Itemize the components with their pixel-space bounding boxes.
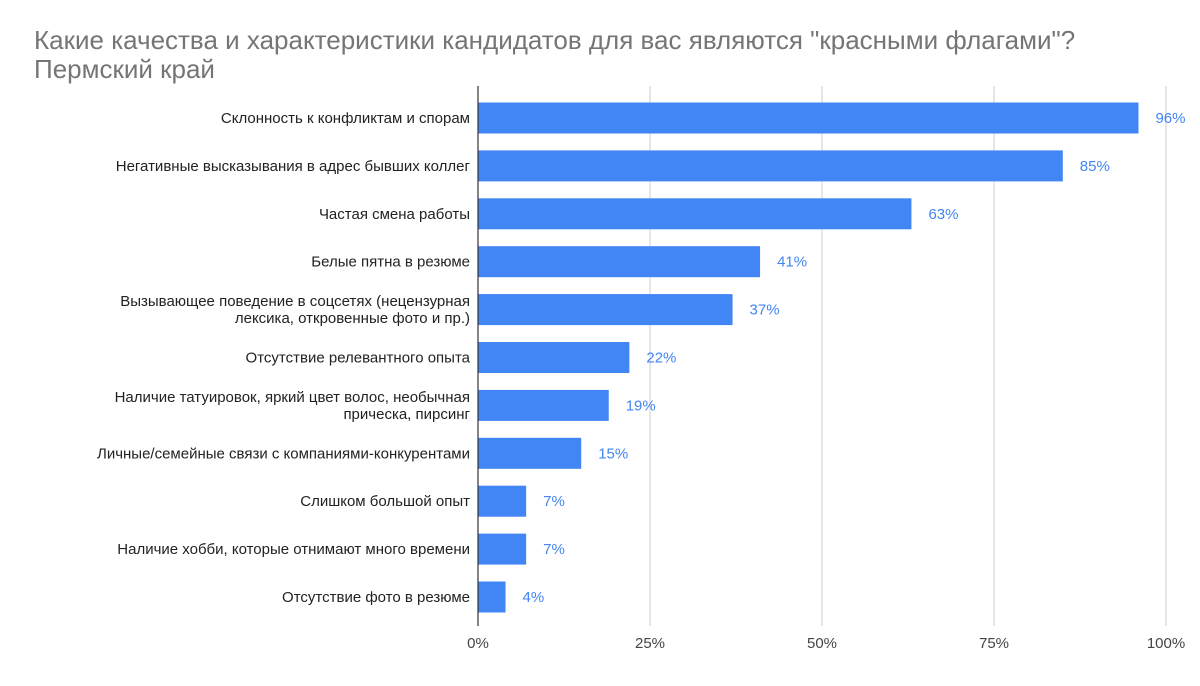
x-tick-label: 100% bbox=[1147, 635, 1185, 652]
data-label: 7% bbox=[543, 541, 565, 558]
category-label: Отсутствие релевантного опыта bbox=[246, 350, 471, 367]
data-label: 7% bbox=[543, 493, 565, 510]
data-label: 63% bbox=[928, 206, 958, 223]
data-label: 37% bbox=[750, 302, 780, 319]
data-label: 41% bbox=[777, 254, 807, 271]
x-tick-label: 50% bbox=[807, 635, 837, 652]
bar bbox=[478, 246, 761, 278]
chart-title: Какие качества и характеристики кандидат… bbox=[34, 25, 1076, 84]
bars bbox=[478, 102, 1139, 613]
category-label: Отсутствие фото в резюме bbox=[282, 589, 470, 606]
x-tick-label: 0% bbox=[467, 635, 489, 652]
category-label: Частая смена работы bbox=[319, 206, 470, 223]
data-label: 4% bbox=[523, 589, 545, 606]
data-label: 85% bbox=[1080, 158, 1110, 175]
data-label: 96% bbox=[1155, 110, 1185, 127]
data-label: 19% bbox=[626, 397, 656, 414]
bar bbox=[478, 581, 506, 613]
data-label: 15% bbox=[598, 445, 628, 462]
bar bbox=[478, 294, 733, 326]
bar bbox=[478, 389, 609, 421]
data-labels: 96% 85% 63% 41% 37% 22% 19% 15% 7% 7% 4% bbox=[523, 110, 1186, 606]
category-label: Личные/семейные связи с компаниями-конку… bbox=[97, 445, 470, 462]
bar bbox=[478, 342, 630, 373]
bar bbox=[478, 102, 1139, 134]
category-labels: Склонность к конфликтам и спорам Негативн… bbox=[97, 110, 471, 606]
bar bbox=[478, 533, 527, 565]
category-label: Слишком большой опыт bbox=[300, 493, 470, 510]
bar bbox=[478, 198, 912, 230]
category-label: Склонность к конфликтам и спорам bbox=[221, 110, 470, 127]
bar bbox=[478, 485, 527, 517]
bar bbox=[478, 150, 1063, 182]
data-label: 22% bbox=[646, 350, 676, 367]
category-label: Вызывающее поведение в соцсетях (нецензу… bbox=[120, 293, 470, 327]
category-label: Белые пятна в резюме bbox=[311, 254, 470, 271]
x-tick-label: 25% bbox=[635, 635, 665, 652]
x-tick-label: 75% bbox=[979, 635, 1009, 652]
bar bbox=[478, 437, 582, 469]
category-label: Негативные высказывания в адрес бывших к… bbox=[116, 158, 471, 175]
category-label: Наличие хобби, которые отнимают много вр… bbox=[117, 541, 470, 558]
x-tick-labels: 0% 25% 50% 75% 100% bbox=[467, 635, 1185, 652]
category-label: Наличие татуировок, яркий цвет волос, не… bbox=[115, 389, 471, 423]
